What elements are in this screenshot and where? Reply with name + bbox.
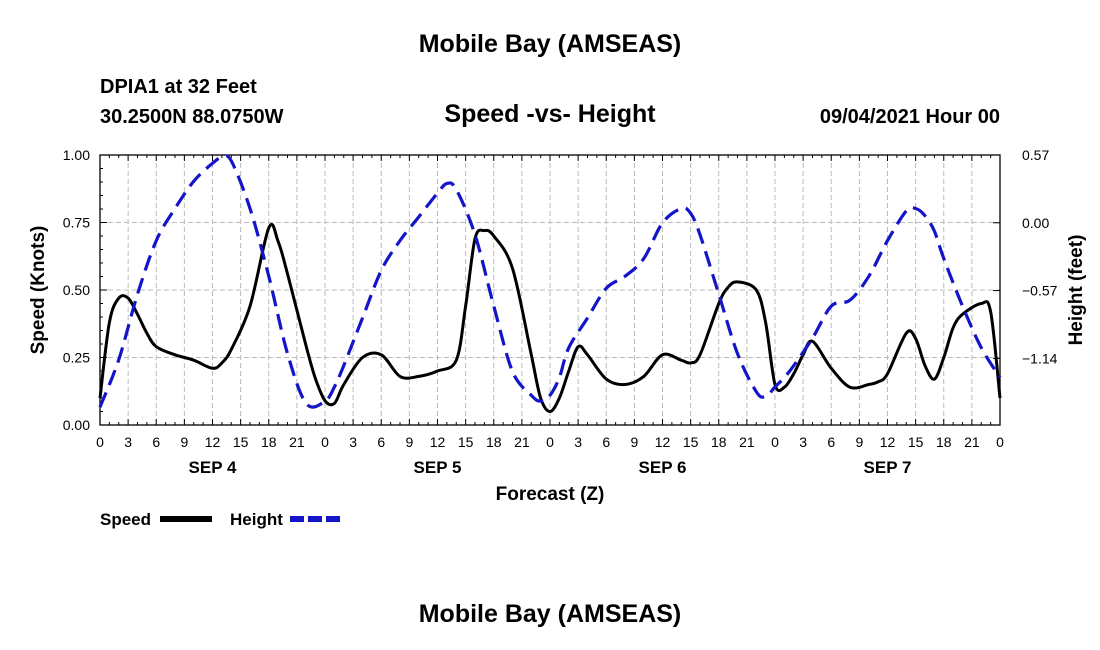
y-right-axis-title: Height (feet) — [1066, 235, 1087, 346]
x-tick-label: 0 — [546, 434, 554, 450]
chart-title-top: Mobile Bay (AMSEAS) — [418, 30, 682, 58]
x-day-label: SEP 5 — [414, 458, 462, 477]
y-left-tick-label: 0.25 — [63, 350, 90, 366]
x-tick-label: 6 — [377, 434, 385, 450]
x-tick-label: 6 — [827, 434, 835, 450]
x-tick-label: 6 — [152, 434, 160, 450]
x-tick-label: 21 — [289, 434, 305, 450]
x-tick-label: 6 — [602, 434, 610, 450]
coordinates-label: 30.2500N 88.0750W — [100, 106, 284, 128]
x-tick-label: 12 — [430, 434, 446, 450]
x-tick-label: 12 — [205, 434, 221, 450]
x-axis-title: Forecast (Z) — [496, 484, 605, 505]
speed-series-line — [98, 222, 1002, 413]
x-tick-label: 9 — [630, 434, 638, 450]
x-tick-label: 9 — [855, 434, 863, 450]
x-tick-label: 18 — [711, 434, 727, 450]
y-left-tick-label: 0.75 — [63, 215, 90, 231]
x-tick-label: 21 — [514, 434, 530, 450]
x-tick-label: 18 — [486, 434, 502, 450]
y-left-tick-label: 0.00 — [63, 417, 90, 433]
chart-subtitle: Speed -vs- Height — [444, 100, 656, 128]
x-tick-label: 3 — [574, 434, 582, 450]
height-series-line — [98, 154, 1002, 409]
x-tick-label: 12 — [655, 434, 671, 450]
x-tick-label: 9 — [180, 434, 188, 450]
y-left-tick-label: 0.50 — [63, 282, 90, 298]
x-tick-label: 18 — [936, 434, 952, 450]
chart-title-bottom: Mobile Bay (AMSEAS) — [418, 600, 682, 628]
x-tick-label: 3 — [799, 434, 807, 450]
y-left-axis-title: Speed (Knots) — [28, 226, 49, 355]
x-tick-label: 15 — [458, 434, 474, 450]
x-day-label: SEP 7 — [864, 458, 912, 477]
forecast-datetime: 09/04/2021 Hour 00 — [819, 106, 1000, 128]
x-tick-label: 3 — [349, 434, 357, 450]
x-tick-label: 12 — [880, 434, 896, 450]
x-tick-label: 15 — [683, 434, 699, 450]
y-left-tick-label: 1.00 — [63, 147, 90, 163]
x-tick-label: 15 — [233, 434, 249, 450]
y-right-tick-label: 0.57 — [1022, 147, 1049, 163]
station-label: DPIA1 at 32 Feet — [100, 76, 257, 98]
y-right-tick-label: 0.00 — [1022, 215, 1049, 231]
legend-label-height: Height — [230, 510, 283, 529]
x-day-label: SEP 6 — [639, 458, 687, 477]
x-tick-label: 9 — [405, 434, 413, 450]
x-tick-label: 3 — [124, 434, 132, 450]
x-tick-label: 18 — [261, 434, 277, 450]
x-day-label: SEP 4 — [189, 458, 237, 477]
x-tick-label: 0 — [771, 434, 779, 450]
x-tick-label: 21 — [964, 434, 980, 450]
x-tick-label: 0 — [996, 434, 1004, 450]
legend-label-speed: Speed — [100, 510, 151, 529]
x-tick-label: 15 — [908, 434, 924, 450]
x-tick-label: 21 — [739, 434, 755, 450]
x-tick-label: 0 — [96, 434, 104, 450]
x-tick-label: 0 — [321, 434, 329, 450]
y-right-tick-label: −1.14 — [1022, 350, 1058, 366]
y-right-tick-label: −0.57 — [1022, 283, 1058, 299]
